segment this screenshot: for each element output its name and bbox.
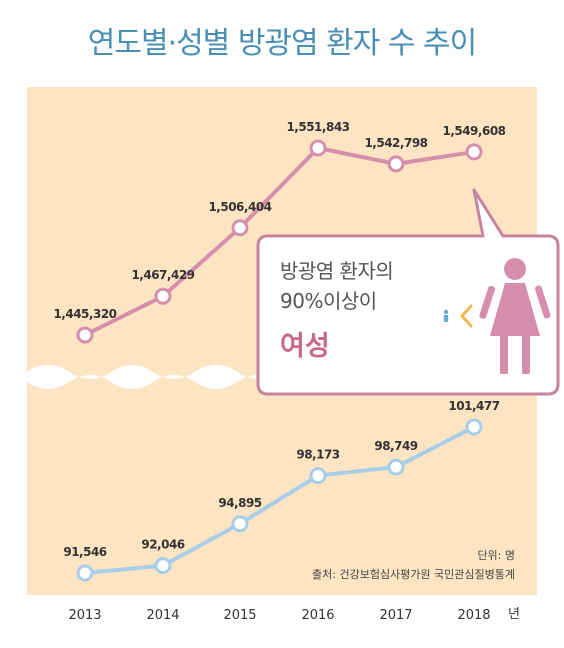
series-1-point (387, 155, 405, 173)
series-2-data-label: 98,749 (374, 439, 417, 453)
x-tick-label: 2015 (223, 608, 256, 623)
series-2-point (154, 557, 172, 575)
series-1-data-label: 1,551,843 (286, 120, 349, 134)
series-1-data-label: 1,467,429 (131, 268, 194, 282)
series-2-point (231, 515, 249, 533)
series-1-data-label: 1,542,798 (364, 136, 427, 150)
x-tick-label: 2014 (146, 608, 179, 623)
callout-line-1: 방광염 환자의 (280, 259, 394, 283)
callout-text: 방광염 환자의 90%이상이 여성 (280, 256, 440, 363)
series-2-point (387, 458, 405, 476)
chart-title: 연도별·성별 방광염 환자 수 추이 (87, 26, 477, 61)
series-2-data-label: 94,895 (218, 496, 261, 510)
series-1-point (154, 287, 172, 305)
less-than-icon (460, 304, 473, 328)
series-2-line (84, 425, 475, 575)
series-2-data-label: 91,546 (63, 545, 106, 559)
series-1-line (84, 146, 475, 337)
series-1-point (465, 143, 483, 161)
series-2-point (465, 418, 483, 436)
female-icon (479, 258, 551, 374)
x-tick-label: 2017 (379, 608, 412, 623)
series-2-point (76, 564, 94, 582)
series-1-point (309, 139, 327, 157)
source-note: 출처: 건강보험심사평가원 국민관심질병통계 (312, 568, 515, 581)
x-axis-unit: 년 (508, 607, 520, 622)
series-2-data-label: 92,046 (141, 538, 184, 552)
male-icon (443, 309, 449, 322)
series-1-data-label: 1,445,320 (53, 307, 116, 321)
series-1-data-label: 1,506,404 (208, 200, 271, 214)
series-1-data-label: 1,549,608 (442, 124, 505, 138)
callout-line-2: 90%이상이 (280, 289, 377, 313)
callout-box (256, 188, 560, 396)
x-tick-label: 2018 (457, 608, 490, 623)
x-tick-label: 2013 (68, 608, 101, 623)
x-tick-label: 2016 (301, 608, 334, 623)
series-1-point (76, 326, 94, 344)
callout-emphasis: 여성 (280, 331, 330, 362)
series-2-point (309, 467, 327, 485)
unit-note: 단위: 명 (477, 549, 515, 562)
series-2-data-label: 101,477 (448, 399, 499, 413)
series-2-data-label: 98,173 (296, 448, 339, 462)
series-1-point (231, 219, 249, 237)
